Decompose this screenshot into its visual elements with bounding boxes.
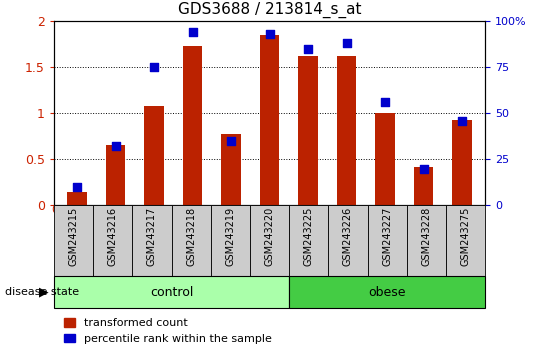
Bar [414,167,433,205]
Text: GSM243226: GSM243226 [343,207,353,266]
Text: 0: 0 [51,205,58,215]
Text: GSM243228: GSM243228 [421,207,431,266]
Text: disease state: disease state [5,287,80,297]
Point [265,31,274,37]
Bar [132,205,171,276]
Bar [222,135,240,205]
Text: GSM243227: GSM243227 [382,207,392,266]
Text: GSM243219: GSM243219 [225,207,236,266]
Point [342,40,351,46]
Text: ▶: ▶ [39,286,49,298]
Text: GSM243220: GSM243220 [265,207,274,266]
Point [111,144,120,149]
Text: GSM243275: GSM243275 [460,207,471,266]
Bar [375,113,395,205]
Bar [250,205,289,276]
Bar [446,205,485,276]
Bar [54,276,289,308]
Bar [407,205,446,276]
Point [150,64,158,70]
Bar [211,205,250,276]
Text: GSM243218: GSM243218 [186,207,196,266]
Bar [328,205,368,276]
Text: GSM243217: GSM243217 [147,207,157,266]
Title: GDS3688 / 213814_s_at: GDS3688 / 213814_s_at [178,2,361,18]
Point [381,99,389,105]
Point [188,29,197,35]
Bar [144,106,164,205]
Bar [289,205,328,276]
Text: obese: obese [368,286,406,298]
Bar [54,205,93,276]
Bar [106,145,125,205]
Text: control: control [150,286,193,298]
Bar [67,192,87,205]
Text: GSM243216: GSM243216 [108,207,118,266]
Bar [93,205,132,276]
Point [303,46,312,52]
Bar [452,120,472,205]
Bar [171,205,211,276]
Bar [260,35,279,205]
Bar [299,56,317,205]
Point [458,118,466,124]
Bar [289,276,485,308]
Point [227,138,236,144]
Legend: transformed count, percentile rank within the sample: transformed count, percentile rank withi… [59,314,276,348]
Bar [183,46,202,205]
Point [73,184,81,190]
Point [419,166,428,171]
Bar [368,205,407,276]
Text: GSM243215: GSM243215 [68,207,79,266]
Bar [337,56,356,205]
Text: GSM243225: GSM243225 [303,207,314,266]
